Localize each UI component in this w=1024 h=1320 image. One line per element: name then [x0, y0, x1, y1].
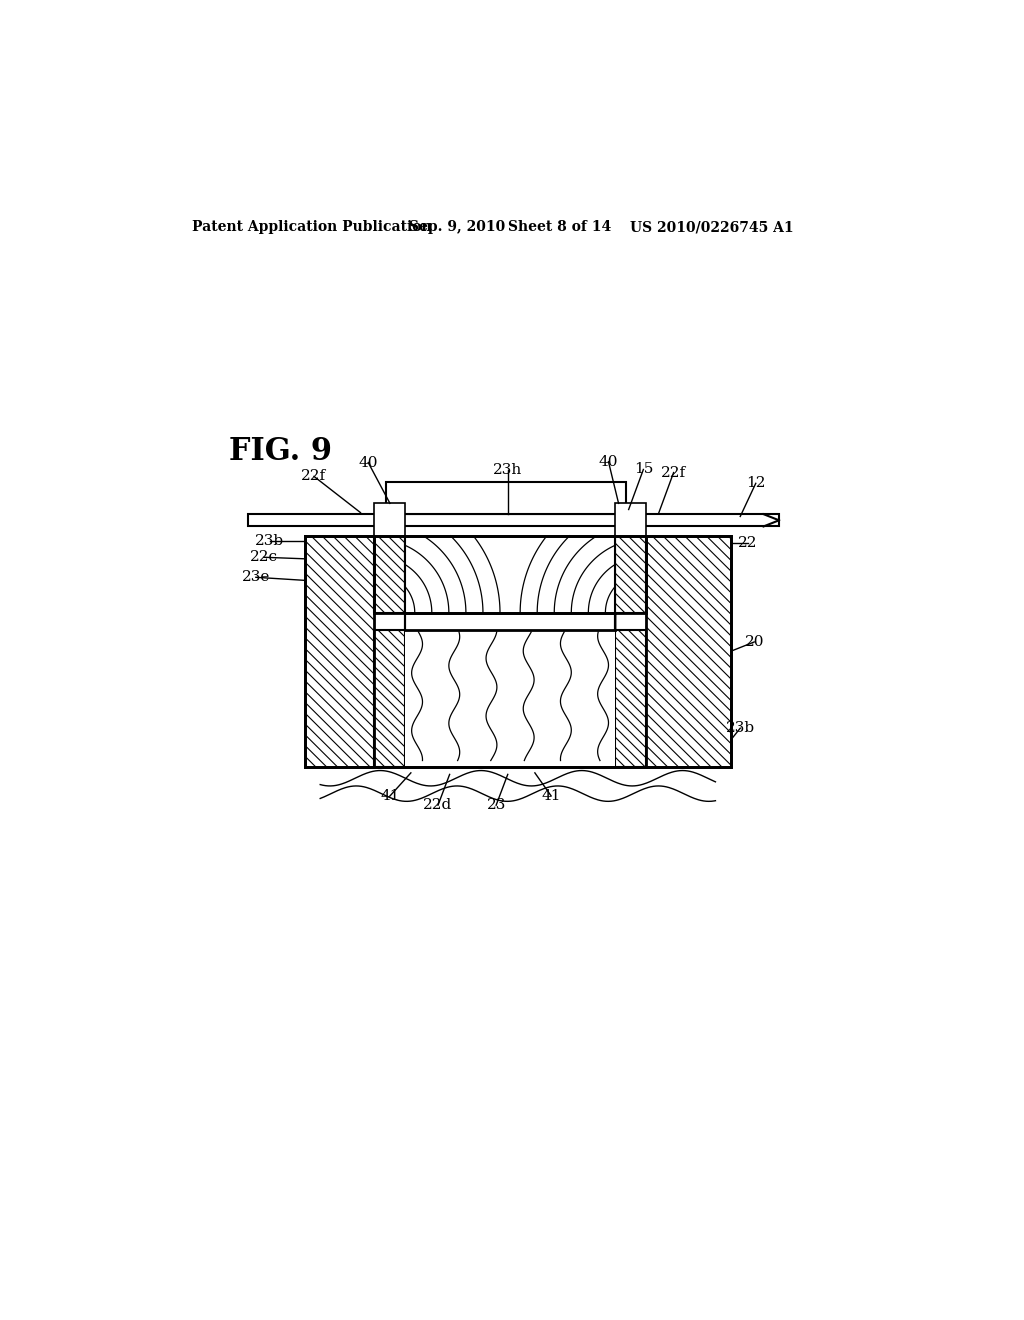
Polygon shape: [386, 482, 627, 515]
Text: 41: 41: [542, 789, 561, 803]
Text: 15: 15: [634, 462, 653, 477]
Polygon shape: [305, 536, 731, 767]
Text: 22c: 22c: [250, 550, 278, 564]
Polygon shape: [646, 536, 731, 767]
Polygon shape: [486, 612, 534, 630]
Polygon shape: [375, 536, 406, 612]
Text: 23: 23: [486, 799, 506, 812]
Text: 23e: 23e: [242, 570, 270, 585]
Text: 22f: 22f: [301, 470, 327, 483]
Text: US 2010/0226745 A1: US 2010/0226745 A1: [630, 220, 794, 234]
Text: 41: 41: [380, 789, 399, 803]
Text: Sep. 9, 2010: Sep. 9, 2010: [410, 220, 506, 234]
Polygon shape: [406, 612, 614, 630]
Text: FIG. 9: FIG. 9: [228, 436, 332, 466]
Text: 23b: 23b: [726, 721, 755, 735]
Text: 23h: 23h: [494, 463, 522, 478]
Polygon shape: [614, 503, 646, 536]
Text: Patent Application Publication: Patent Application Publication: [193, 220, 432, 234]
Text: Sheet 8 of 14: Sheet 8 of 14: [508, 220, 611, 234]
Text: 23b: 23b: [255, 535, 285, 548]
Polygon shape: [375, 503, 406, 536]
Text: 22f: 22f: [662, 466, 686, 479]
Polygon shape: [375, 630, 406, 767]
Polygon shape: [406, 630, 614, 767]
Text: 22: 22: [738, 536, 758, 550]
Text: 40: 40: [599, 455, 618, 469]
Polygon shape: [305, 536, 375, 767]
Text: 12: 12: [746, 477, 766, 490]
Text: 22d: 22d: [423, 799, 453, 812]
Text: 40: 40: [358, 455, 378, 470]
Polygon shape: [614, 536, 646, 612]
Polygon shape: [248, 515, 779, 527]
Polygon shape: [406, 536, 614, 612]
Text: 20: 20: [744, 635, 764, 649]
Polygon shape: [614, 630, 646, 767]
